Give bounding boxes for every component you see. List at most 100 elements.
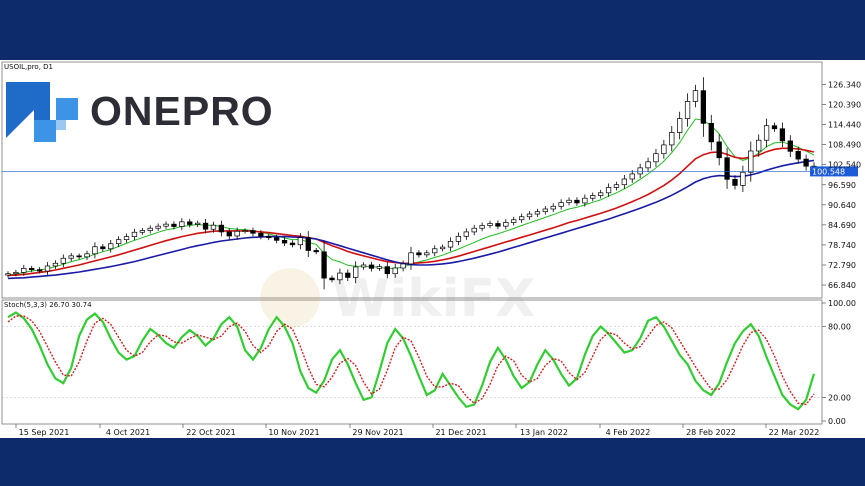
candle: [321, 240, 327, 290]
price-tick-label: 108.490: [828, 141, 861, 150]
candle: [60, 254, 66, 268]
candle: [52, 260, 59, 269]
candle: [748, 141, 754, 182]
stoch-signal-line: [7, 315, 815, 406]
date-tick-label: 22 Mar 2022: [769, 428, 820, 437]
date-tick-label: 4 Oct 2021: [106, 428, 150, 437]
price-tick-label: 84.690: [828, 221, 856, 230]
candle: [692, 84, 699, 108]
candle: [100, 244, 106, 252]
onepro-logo: [6, 82, 268, 152]
candle: [250, 227, 256, 237]
candle: [621, 174, 628, 189]
candle: [147, 225, 153, 234]
candle: [582, 194, 588, 207]
candle: [471, 224, 477, 236]
price-tick-label: 66.840: [828, 281, 856, 290]
price-tick-label: 102.540: [828, 161, 861, 170]
candle: [787, 135, 793, 158]
stoch-tick-label: 100.00: [828, 299, 856, 308]
candle: [590, 192, 596, 202]
candle: [36, 267, 43, 274]
candle: [629, 170, 635, 183]
candle: [526, 211, 533, 220]
watermark-globe-icon: [260, 268, 320, 328]
stoch-tick-label: 20.00: [828, 393, 851, 402]
chart-frame: USOIL,pro, D1 Stoch(5,3,3) 26.70 30.74 W…: [0, 60, 865, 438]
candle: [479, 222, 485, 232]
candle: [416, 250, 422, 258]
price-layer: [2, 77, 822, 290]
date-tick-label: 29 Nov 2021: [352, 428, 403, 437]
candle: [637, 163, 643, 179]
price-tick-label: 120.390: [828, 101, 861, 110]
candle: [677, 111, 683, 140]
onepro-logo-icon: [6, 82, 78, 142]
candle: [613, 181, 620, 191]
candle: [771, 122, 778, 132]
candle: [305, 231, 311, 257]
candle: [187, 218, 193, 228]
price-tick-label: 126.340: [828, 80, 861, 89]
candle: [511, 216, 517, 226]
price-tick-label: 96.590: [828, 181, 856, 190]
candle: [44, 262, 51, 275]
candle: [597, 189, 604, 199]
candle: [669, 126, 675, 152]
trading-chart: USOIL,pro, D1 Stoch(5,3,3) 26.70 30.74 W…: [1, 61, 861, 437]
candle: [179, 218, 185, 231]
candle: [518, 213, 525, 223]
candle: [155, 223, 161, 231]
candle: [408, 246, 414, 270]
price-panel-border: [1, 61, 823, 299]
date-tick-label: 21 Dec 2021: [435, 428, 486, 437]
date-tick-label: 15 Sep 2021: [19, 428, 70, 437]
stoch-tick-label: 80.00: [828, 323, 851, 332]
candle: [329, 275, 335, 283]
stoch-panel-border: [1, 299, 823, 425]
candle: [131, 228, 138, 241]
candle: [289, 240, 296, 248]
candle: [708, 114, 714, 151]
candle: [432, 245, 438, 257]
candle: [605, 183, 612, 197]
candle: [503, 219, 509, 230]
candle: [345, 269, 351, 281]
date-tick-label: 13 Jan 2022: [520, 428, 568, 437]
current-price-label: 100.548: [812, 167, 845, 176]
candle: [566, 197, 572, 206]
date-tick-label: 10 Nov 2021: [268, 428, 319, 437]
candle: [684, 93, 691, 127]
candle: [732, 175, 738, 190]
candle: [234, 227, 240, 240]
candle: [542, 206, 548, 215]
candle: [716, 134, 722, 166]
candle: [13, 269, 19, 277]
candle: [779, 122, 786, 148]
candle: [376, 264, 383, 271]
candle: [439, 244, 446, 252]
candle: [558, 199, 564, 210]
candle: [550, 203, 556, 212]
candle: [21, 264, 27, 276]
stoch-tick-label: 0.00: [828, 417, 846, 426]
candle: [645, 157, 651, 173]
candle: [756, 134, 762, 157]
candle: [487, 220, 493, 229]
candle: [171, 221, 177, 230]
stoch-layer: [2, 311, 822, 411]
candle: [297, 233, 304, 250]
candle: [68, 253, 74, 262]
price-tick-label: 78.740: [828, 241, 856, 250]
price-tick-label: 90.640: [828, 201, 856, 210]
candle: [661, 139, 667, 159]
candle: [29, 265, 35, 273]
candle: [400, 260, 406, 272]
candle: [337, 268, 343, 285]
candle: [353, 261, 359, 284]
candle: [92, 242, 98, 259]
candle: [84, 250, 90, 260]
price-tick-label: 114.440: [828, 121, 861, 130]
candle: [281, 237, 288, 247]
candle: [202, 219, 209, 234]
